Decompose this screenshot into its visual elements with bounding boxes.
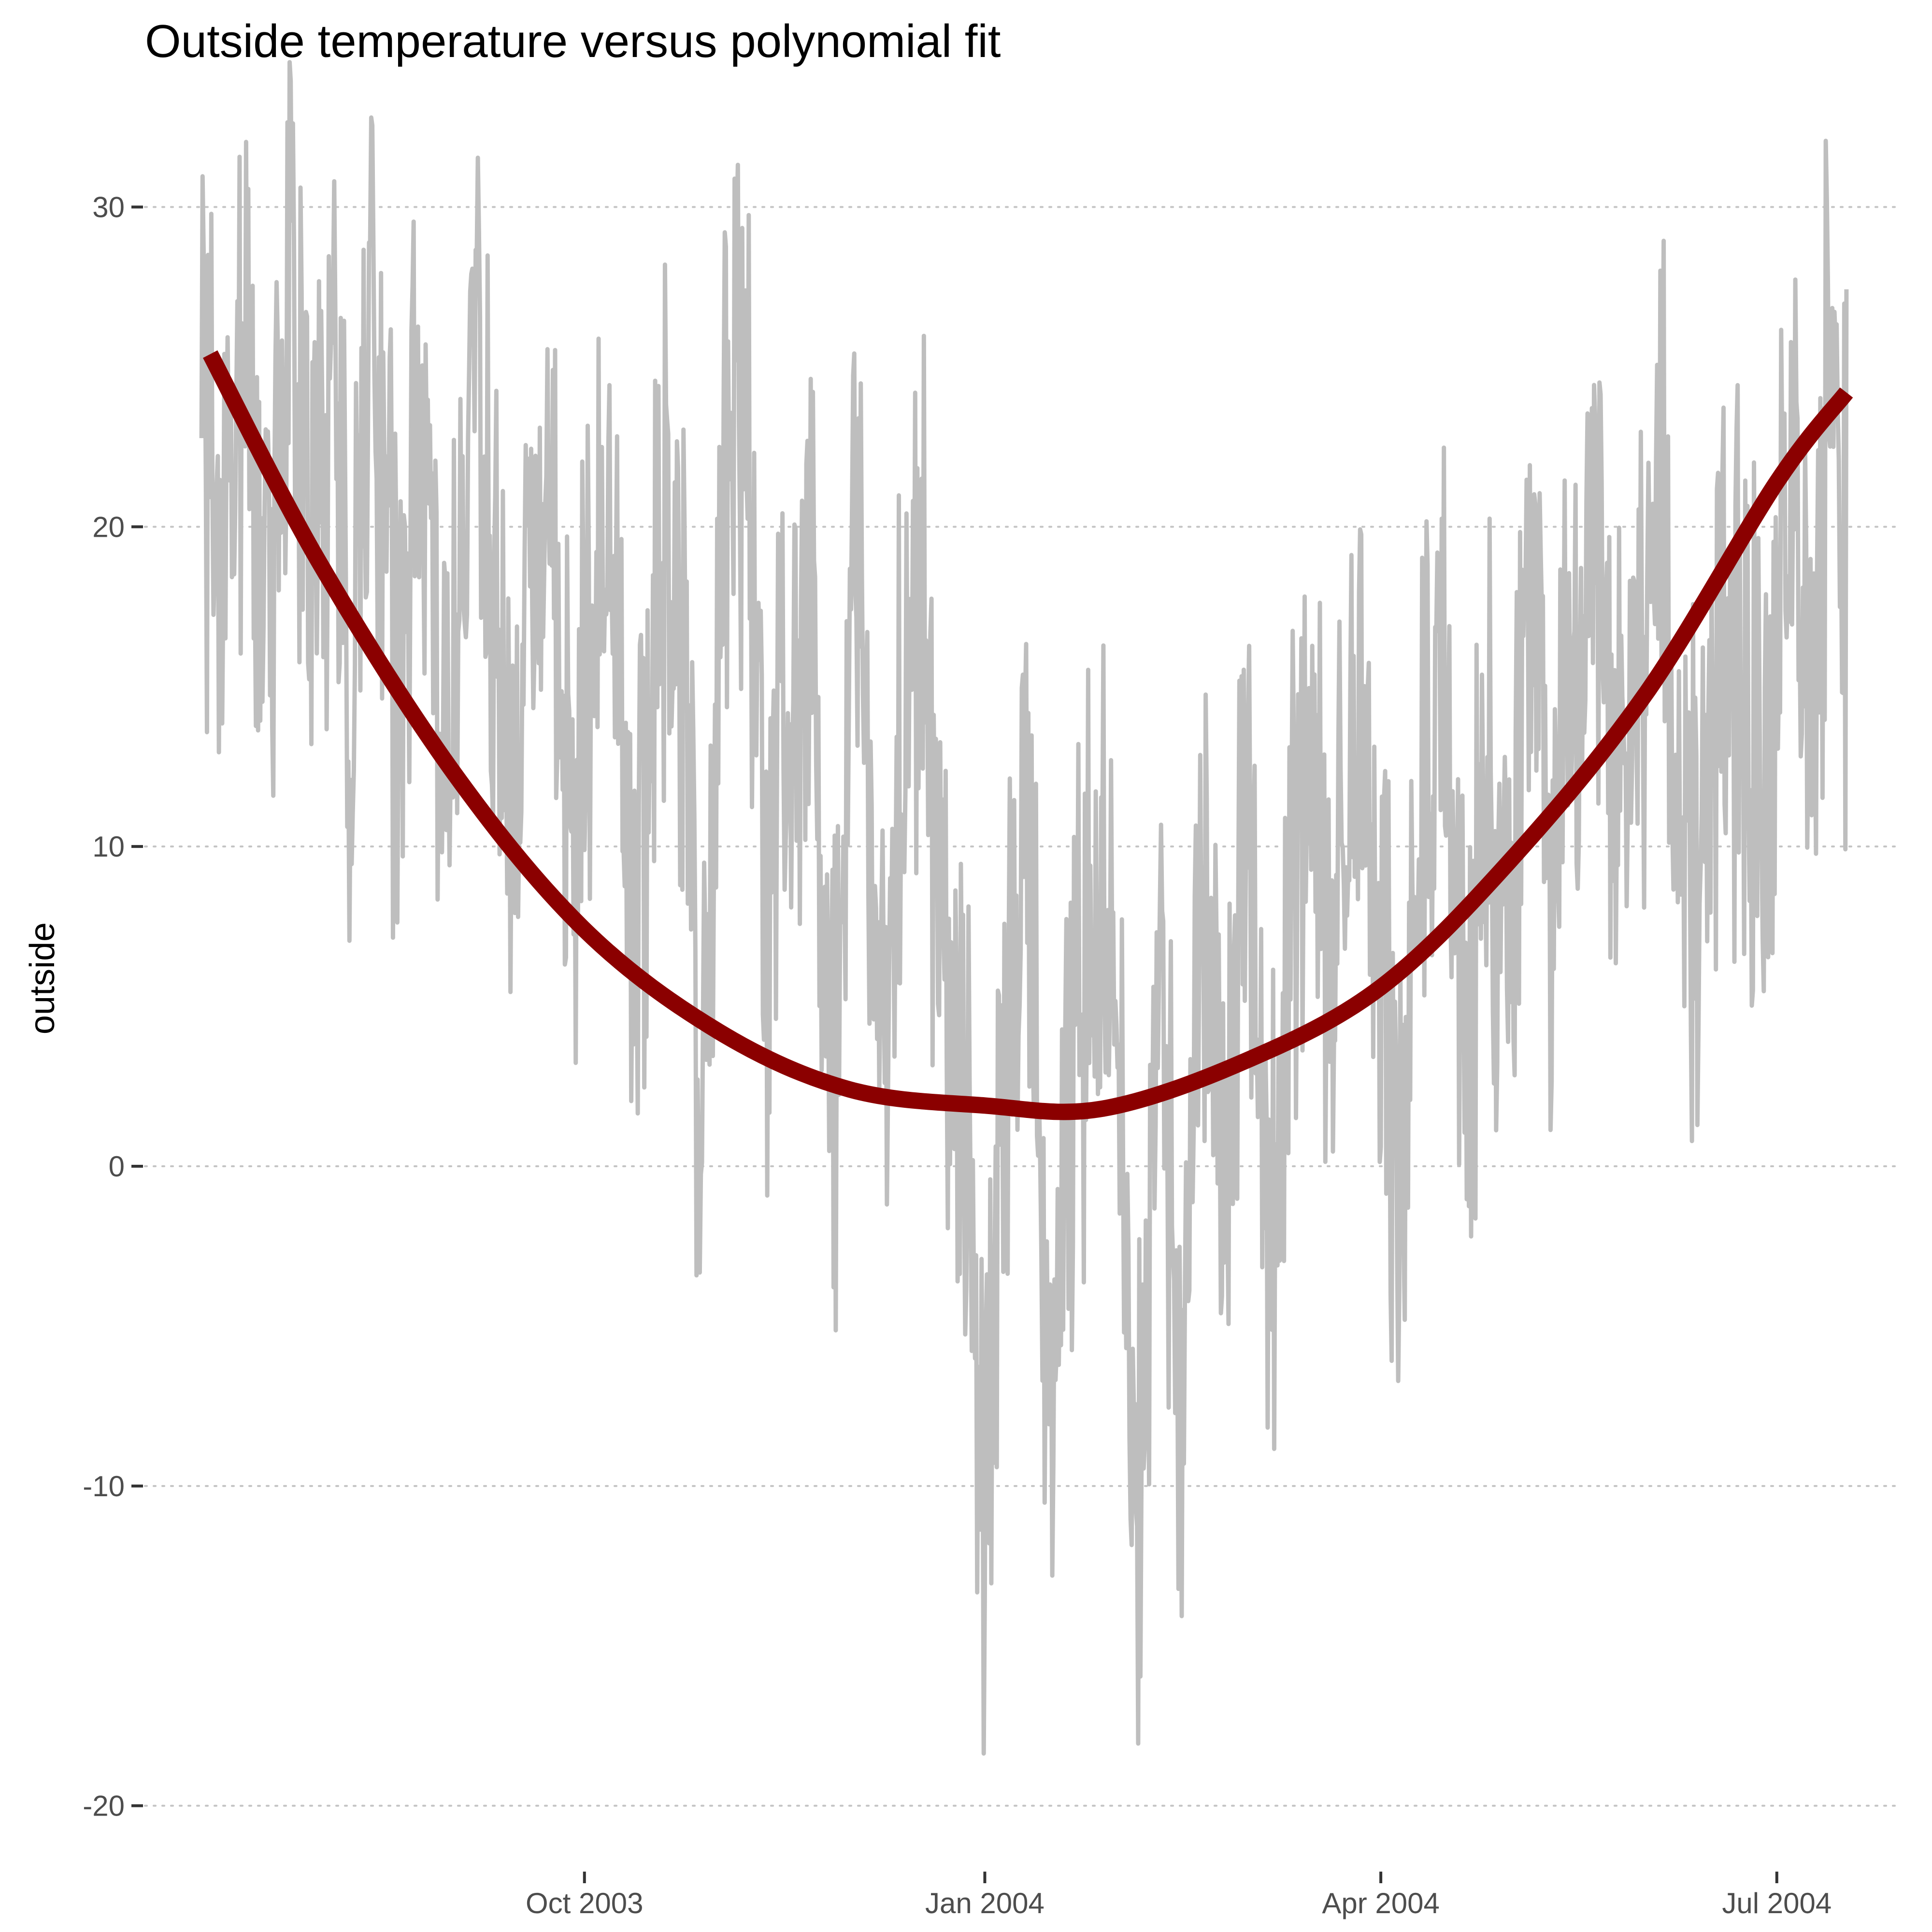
polynomial-fit-line <box>203 350 1853 1120</box>
x-tick-label: Apr 2004 <box>1322 1887 1440 1919</box>
y-axis: -20 -10 0 10 20 30 <box>83 191 143 1822</box>
gridlines <box>144 206 1900 1807</box>
y-tick-label: 0 <box>109 1150 125 1183</box>
observed-temperature-line <box>199 60 1849 1756</box>
x-tick-label: Jul 2004 <box>1722 1887 1832 1919</box>
chart-title: Outside temperature versus polynomial fi… <box>145 15 1001 67</box>
x-axis: Oct 2003 Jan 2004 Apr 2004 Jul 2004 <box>526 1872 1832 1919</box>
y-tick-label: -20 <box>83 1790 125 1822</box>
x-tick-label: Oct 2003 <box>526 1887 644 1919</box>
y-axis-title: outside <box>23 922 62 1034</box>
y-tick-label: -10 <box>83 1470 125 1503</box>
x-tick-label: Jan 2004 <box>925 1887 1045 1919</box>
y-tick-label: 20 <box>92 511 125 543</box>
y-tick-label: 30 <box>92 191 125 224</box>
y-tick-label: 10 <box>92 830 125 863</box>
